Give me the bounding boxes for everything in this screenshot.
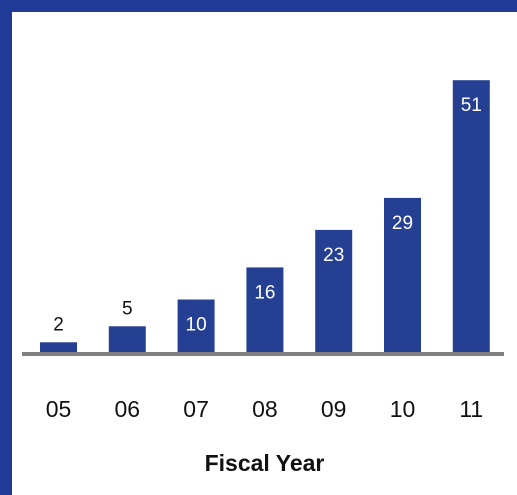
data-label-09: 23 (323, 245, 344, 266)
x-axis-label: Fiscal Year (204, 450, 325, 476)
x-tick-11: 11 (459, 396, 483, 422)
bar-11 (452, 80, 490, 353)
x-tick-09: 09 (321, 396, 347, 422)
x-tick-10: 10 (390, 396, 416, 422)
x-tick-labels: 05 06 07 08 09 10 11 (46, 396, 484, 422)
data-label-11: 51 (461, 95, 482, 116)
data-label-07: 10 (186, 315, 207, 336)
x-tick-07: 07 (183, 396, 209, 422)
bar-06 (108, 326, 146, 354)
x-tick-06: 06 (115, 396, 141, 422)
data-label-08: 16 (254, 282, 275, 303)
bars-group: 2 5 10 16 23 29 51 (40, 80, 490, 354)
data-label-10: 29 (392, 213, 413, 234)
bar-05 (40, 342, 77, 353)
bar-09 (315, 229, 353, 353)
x-tick-05: 05 (46, 396, 72, 422)
data-label-05: 2 (53, 314, 64, 335)
x-tick-08: 08 (252, 396, 278, 422)
data-label-06: 5 (122, 298, 133, 319)
bar-08 (246, 267, 284, 353)
bar-10 (384, 197, 421, 353)
bar-07 (177, 299, 215, 353)
